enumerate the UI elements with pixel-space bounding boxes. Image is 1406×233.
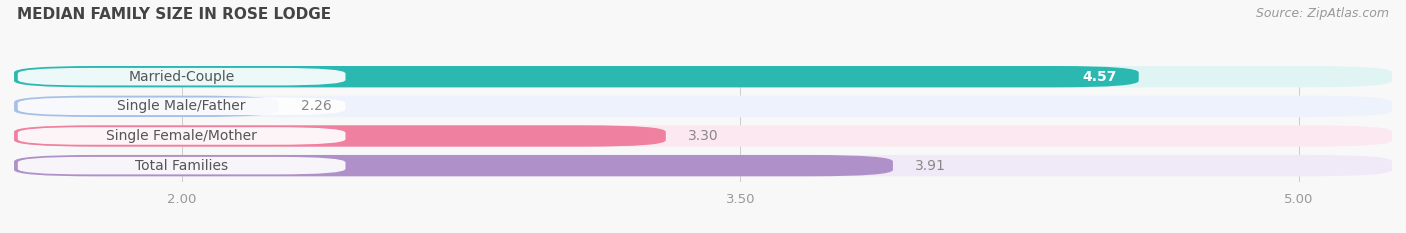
FancyBboxPatch shape	[14, 96, 1392, 117]
FancyBboxPatch shape	[14, 96, 278, 117]
Text: MEDIAN FAMILY SIZE IN ROSE LODGE: MEDIAN FAMILY SIZE IN ROSE LODGE	[17, 7, 330, 22]
FancyBboxPatch shape	[14, 155, 893, 176]
Text: Married-Couple: Married-Couple	[128, 70, 235, 84]
FancyBboxPatch shape	[18, 98, 346, 115]
FancyBboxPatch shape	[18, 68, 346, 86]
FancyBboxPatch shape	[18, 127, 346, 145]
Text: 3.30: 3.30	[688, 129, 718, 143]
FancyBboxPatch shape	[14, 66, 1392, 87]
FancyBboxPatch shape	[14, 66, 1139, 87]
Text: 3.91: 3.91	[915, 159, 946, 173]
Text: Single Male/Father: Single Male/Father	[117, 99, 246, 113]
FancyBboxPatch shape	[14, 125, 1392, 147]
Text: Source: ZipAtlas.com: Source: ZipAtlas.com	[1256, 7, 1389, 20]
Text: 4.57: 4.57	[1083, 70, 1116, 84]
FancyBboxPatch shape	[14, 125, 666, 147]
FancyBboxPatch shape	[14, 155, 1392, 176]
FancyBboxPatch shape	[18, 157, 346, 174]
Text: Total Families: Total Families	[135, 159, 228, 173]
Text: 2.26: 2.26	[301, 99, 332, 113]
Text: Single Female/Mother: Single Female/Mother	[107, 129, 257, 143]
